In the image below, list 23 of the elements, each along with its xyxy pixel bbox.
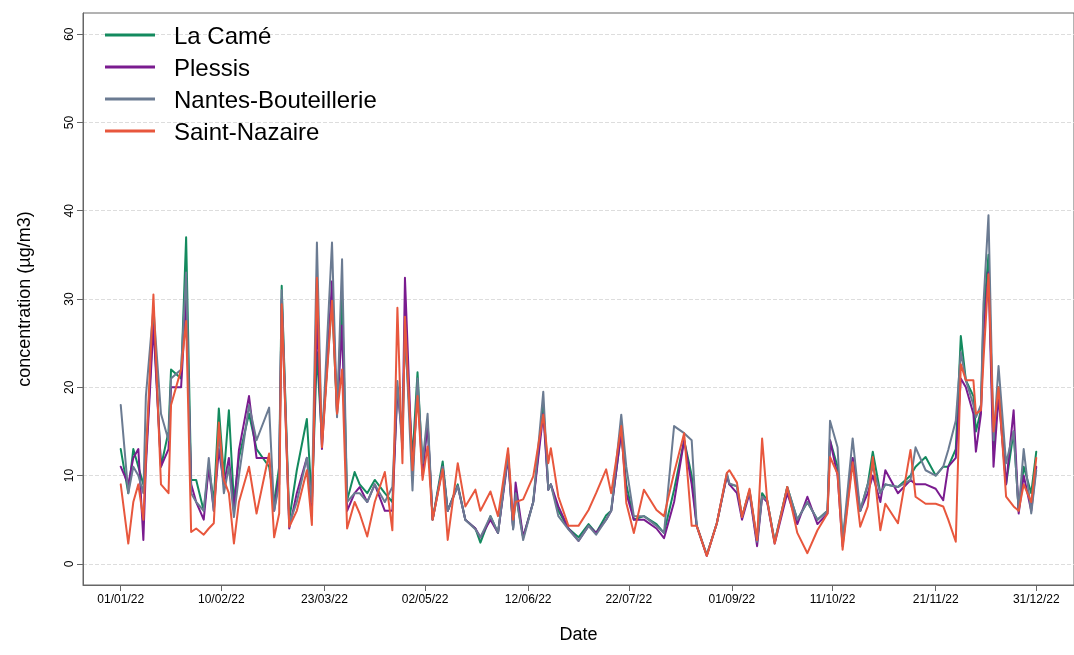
x-tick-label: 31/12/22 bbox=[1012, 592, 1060, 606]
y-axis-title: concentration (µg/m3) bbox=[14, 211, 34, 387]
y-tick-label: 60 bbox=[62, 27, 76, 41]
y-tick-label: 20 bbox=[62, 380, 76, 394]
x-tick-label: 12/06/22 bbox=[504, 592, 552, 606]
x-tick-label: 11/10/22 bbox=[809, 592, 856, 606]
y-tick-label: 30 bbox=[62, 292, 76, 306]
x-tick-label: 23/03/22 bbox=[301, 592, 349, 606]
y-tick-label: 50 bbox=[62, 115, 76, 130]
x-tick-label: 21/11/22 bbox=[912, 592, 959, 606]
legend-label: La Camé bbox=[174, 21, 272, 49]
legend-label: Saint-Nazaire bbox=[174, 117, 320, 145]
x-tick-label: 01/01/22 bbox=[97, 592, 145, 606]
x-tick-label: 22/07/22 bbox=[605, 592, 653, 606]
x-tick-label: 01/09/22 bbox=[708, 592, 756, 606]
y-tick-label: 10 bbox=[62, 468, 76, 483]
x-axis-title: Date bbox=[559, 624, 598, 644]
y-tick-label: 40 bbox=[62, 203, 76, 218]
legend-label: Plessis bbox=[174, 53, 251, 81]
y-tick-label: 0 bbox=[62, 560, 76, 568]
legend-label: Nantes-Bouteillerie bbox=[174, 85, 377, 113]
x-tick-label: 02/05/22 bbox=[401, 592, 449, 606]
x-tick-label: 10/02/22 bbox=[197, 592, 246, 606]
